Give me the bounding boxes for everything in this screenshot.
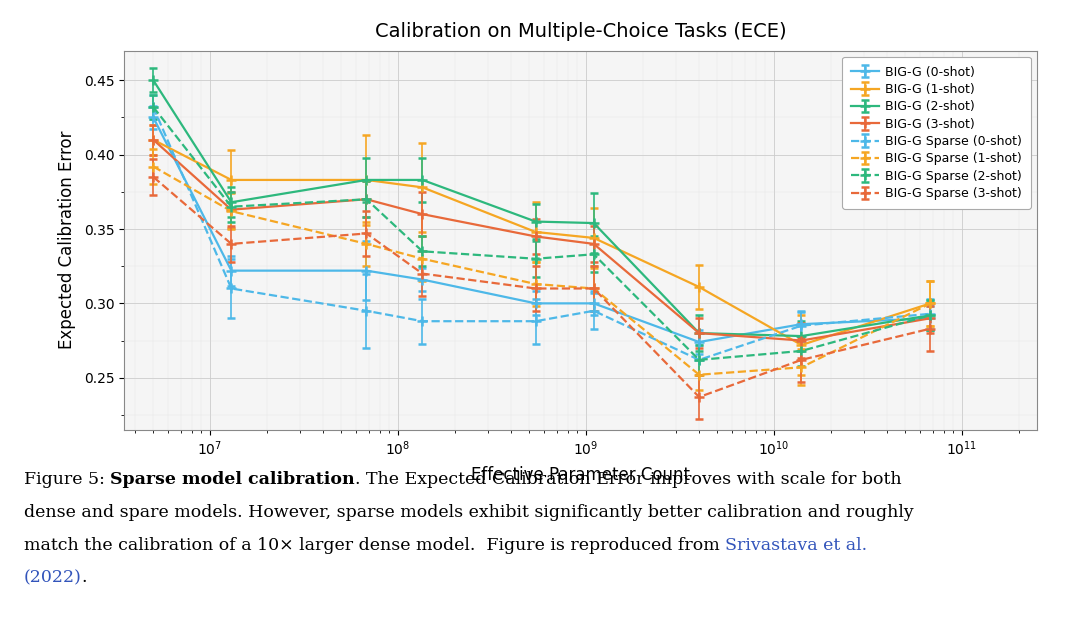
Text: Srivastava et al.: Srivastava et al. — [725, 537, 867, 554]
X-axis label: Effective Parameter Count: Effective Parameter Count — [471, 466, 690, 484]
Text: .: . — [82, 569, 87, 586]
Text: dense and spare models. However, sparse models exhibit significantly better cali: dense and spare models. However, sparse … — [24, 504, 914, 521]
Text: . The Expected Calibration Error improves with scale for both: . The Expected Calibration Error improve… — [354, 471, 902, 488]
Text: Figure 5:: Figure 5: — [24, 471, 110, 488]
Text: match the calibration of a 10× larger dense model.  Figure is reproduced from: match the calibration of a 10× larger de… — [24, 537, 725, 554]
Text: (2022): (2022) — [24, 569, 82, 586]
Y-axis label: Expected Calibration Error: Expected Calibration Error — [57, 131, 76, 349]
Text: Sparse model calibration: Sparse model calibration — [110, 471, 354, 488]
Title: Calibration on Multiple-Choice Tasks (ECE): Calibration on Multiple-Choice Tasks (EC… — [375, 21, 786, 40]
Legend: BIG-G (0-shot), BIG-G (1-shot), BIG-G (2-shot), BIG-G (3-shot), BIG-G Sparse (0-: BIG-G (0-shot), BIG-G (1-shot), BIG-G (2… — [842, 57, 1030, 209]
